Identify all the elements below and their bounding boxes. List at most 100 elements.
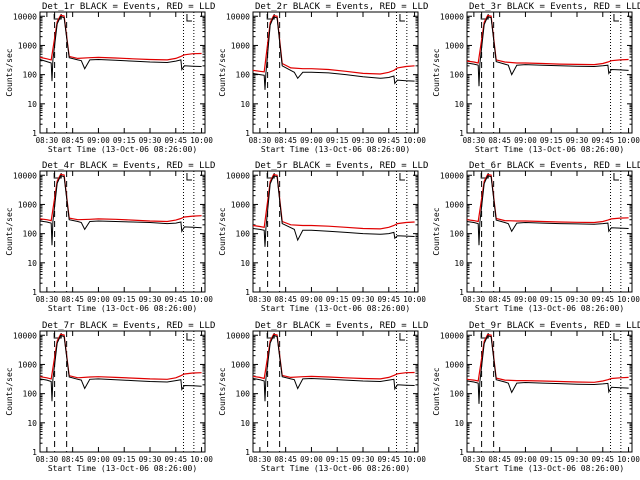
panel-4-xtick-label: 10:00 <box>190 295 213 304</box>
panel-1-xlabel: Start Time (13-Oct-06 08:26:00) <box>48 145 197 154</box>
panel-8-xtick-label: 09:15 <box>326 455 349 464</box>
panel-4-ytick-label: 1 <box>32 288 37 297</box>
panel-6-xlabel: Start Time (13-Oct-06 08:26:00) <box>475 304 624 313</box>
panel-8-ytick-label: 1 <box>245 448 250 457</box>
panel-2-xtick-label: 10:00 <box>403 136 426 145</box>
panel-4-ylabel: Counts/sec <box>5 207 14 255</box>
panel-6-series-events <box>466 175 629 246</box>
panel-4-xtick-label: 09:45 <box>164 295 187 304</box>
panel-3-title: Det_3r BLACK = Events, RED = LLD <box>469 2 640 12</box>
panel-3-xtick-label: 09:00 <box>514 136 537 145</box>
panel-1-xtick-label: 09:15 <box>113 136 136 145</box>
panel-2-xtick-label: 09:00 <box>300 136 323 145</box>
panel-9-series-lld <box>466 333 629 383</box>
panel-5-xtick-label: 08:45 <box>274 295 297 304</box>
panel-4-ytick-label: 1000 <box>18 200 37 209</box>
panel-1-ylabel: Counts/sec <box>5 48 14 96</box>
panel-9-frame <box>466 330 633 453</box>
panel-1-ytick-label: 10 <box>27 100 37 109</box>
panel-8-xtick-label: 08:45 <box>274 455 297 464</box>
panel-9-ytick-label: 1 <box>459 448 464 457</box>
panel-1-xtick-label: 08:30 <box>36 136 59 145</box>
panel-5-ytick-label: 10 <box>240 259 250 268</box>
panel-9: Det_9r BLACK = Events, RED = LLD 1 10 100 10… <box>432 321 640 473</box>
panel-7-ytick-label: 10000 <box>13 331 37 340</box>
panel-1-series-lld <box>39 14 202 61</box>
panel-8: Det_8r BLACK = Events, RED = LLD 1 10 100 10… <box>218 321 428 473</box>
panel-6-series-lld <box>466 173 629 224</box>
panel-2-ylabel: Counts/sec <box>218 48 227 96</box>
panel-5-ytick-label: 100 <box>236 230 251 239</box>
panel-1-frame <box>39 11 206 134</box>
panel-9-xlabel: Start Time (13-Oct-06 08:26:00) <box>475 464 624 473</box>
panel-2-series-events <box>252 16 415 90</box>
panel-8-attenuator-bracket <box>399 333 405 341</box>
panel-8-xtick-label: 09:30 <box>352 455 375 464</box>
panel-4-ytick-label: 100 <box>23 230 38 239</box>
panel-6-ytick-label: 10 <box>454 259 464 268</box>
panel-7-ylabel: Counts/sec <box>5 367 14 415</box>
panel-7-attenuator-bracket <box>186 333 192 341</box>
panel-4-xlabel: Start Time (13-Oct-06 08:26:00) <box>48 304 197 313</box>
panel-5-xtick-label: 10:00 <box>403 295 426 304</box>
panel-5-xtick-label: 09:30 <box>352 295 375 304</box>
panel-1-ytick-label: 1 <box>32 129 37 138</box>
panel-5: Det_5r BLACK = Events, RED = LLD 1 10 100 10… <box>218 161 428 313</box>
panel-6-ylabel: Counts/sec <box>432 207 441 255</box>
panel-3-frame <box>466 11 633 134</box>
panel-9-ytick-label: 1000 <box>445 360 464 369</box>
panel-9-xtick-label: 08:30 <box>463 455 486 464</box>
panel-7-xlabel: Start Time (13-Oct-06 08:26:00) <box>48 464 197 473</box>
panel-7-frame <box>39 330 206 453</box>
panel-5-xtick-label: 09:45 <box>377 295 400 304</box>
panel-4-ytick-label: 10 <box>27 259 37 268</box>
panel-3-ytick-label: 10000 <box>440 12 464 21</box>
panel-7-ytick-label: 10 <box>27 419 37 428</box>
panel-2-frame <box>252 11 419 134</box>
panel-6-xtick-label: 09:30 <box>566 295 589 304</box>
panel-3-ytick-label: 1000 <box>445 41 464 50</box>
panel-7-ytick-label: 100 <box>23 390 38 399</box>
panel-5-series-lld <box>252 173 415 230</box>
panel-5-ytick-label: 1000 <box>231 200 250 209</box>
panel-7-xtick-label: 09:15 <box>113 455 136 464</box>
panel-3-xtick-label: 08:30 <box>463 136 486 145</box>
panel-8-title: Det_8r BLACK = Events, RED = LLD <box>255 321 428 331</box>
panel-3-xtick-label: 09:45 <box>591 136 614 145</box>
panel-3-ylabel: Counts/sec <box>432 48 441 96</box>
panel-2-ytick-label: 1 <box>245 129 250 138</box>
panel-4-series-lld <box>39 173 202 223</box>
panel-9-ytick-label: 10 <box>454 419 464 428</box>
panel-2-xtick-label: 09:45 <box>377 136 400 145</box>
panel-5-peak-bracket <box>266 173 275 179</box>
panel-2-peak-bracket <box>266 14 275 20</box>
panel-6-frame <box>466 170 633 293</box>
panel-2-series-lld <box>252 14 415 75</box>
panel-9-ytick-label: 10000 <box>440 331 464 340</box>
panel-6-xtick-label: 08:45 <box>488 295 511 304</box>
panel-3: Det_3r BLACK = Events, RED = LLD 1 10 100 10… <box>432 2 640 154</box>
panel-5-xtick-label: 08:30 <box>249 295 272 304</box>
panel-8-ytick-label: 10 <box>240 419 250 428</box>
panel-5-xlabel: Start Time (13-Oct-06 08:26:00) <box>261 304 410 313</box>
panel-2-xtick-label: 09:30 <box>352 136 375 145</box>
panel-3-xtick-label: 10:00 <box>617 136 640 145</box>
panel-9-xtick-label: 09:00 <box>514 455 537 464</box>
panel-4-xtick-label: 09:15 <box>113 295 136 304</box>
panel-5-series-events <box>252 175 415 247</box>
panel-1-ytick-label: 100 <box>23 71 38 80</box>
panel-2-xlabel: Start Time (13-Oct-06 08:26:00) <box>261 145 410 154</box>
panel-9-ytick-label: 100 <box>450 390 465 399</box>
panel-9-title: Det_9r BLACK = Events, RED = LLD <box>469 321 640 331</box>
panel-6-attenuator-bracket <box>613 173 619 181</box>
panel-7: Det_7r BLACK = Events, RED = LLD 1 10 100 10… <box>5 321 215 473</box>
panel-5-ylabel: Counts/sec <box>218 207 227 255</box>
panel-2-attenuator-bracket <box>399 14 405 22</box>
panel-9-series-events <box>466 335 629 404</box>
panel-2-xtick-label: 08:45 <box>274 136 297 145</box>
panel-2-xtick-label: 08:30 <box>249 136 272 145</box>
panel-5-ytick-label: 10000 <box>226 171 250 180</box>
panel-4: Det_4r BLACK = Events, RED = LLD 1 10 100 10… <box>5 161 215 313</box>
panel-5-ytick-label: 1 <box>245 288 250 297</box>
panel-2-ytick-label: 1000 <box>231 41 250 50</box>
